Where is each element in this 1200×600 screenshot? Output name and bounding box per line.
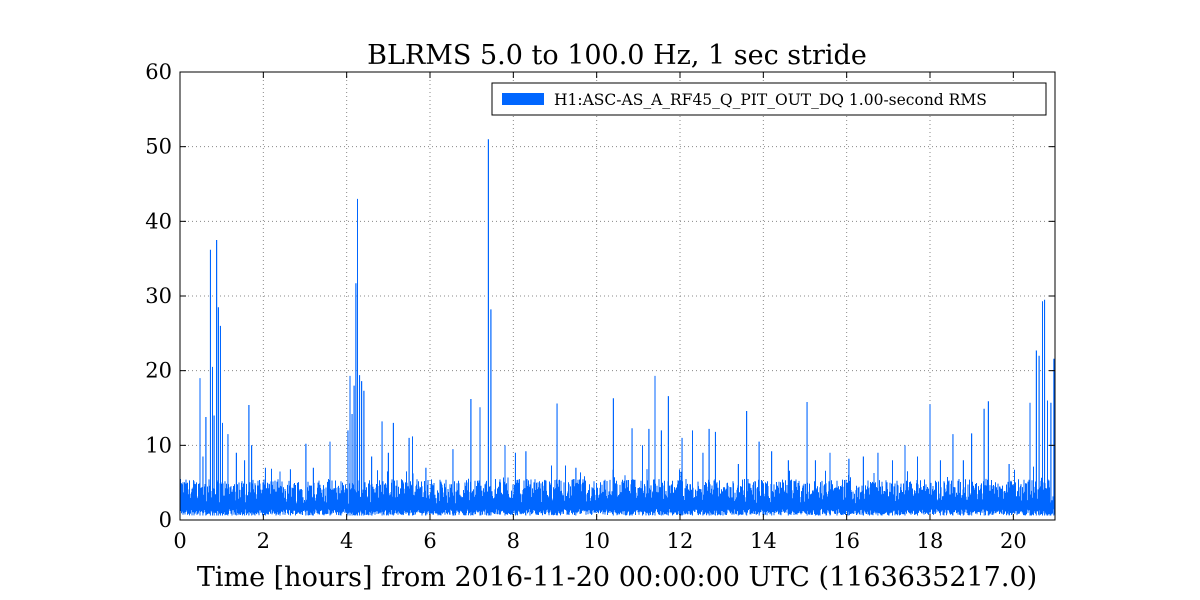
- x-tick-label: 6: [423, 529, 436, 553]
- x-tick-label: 16: [833, 529, 860, 553]
- x-tick-label: 18: [917, 529, 944, 553]
- grid: [180, 72, 1055, 520]
- legend: H1:ASC-AS_A_RF45_Q_PIT_OUT_DQ 1.00-secon…: [491, 82, 1047, 116]
- x-axis-label: Time [hours] from 2016-11-20 00:00:00 UT…: [197, 562, 1037, 593]
- y-tick-label: 20: [145, 359, 172, 383]
- y-tick-label: 60: [145, 60, 172, 84]
- x-tick-label: 14: [750, 529, 777, 553]
- x-tick-label: 8: [507, 529, 520, 553]
- y-tick-label: 10: [145, 433, 172, 457]
- y-tick-label: 40: [145, 209, 172, 233]
- x-tick-label: 0: [173, 529, 186, 553]
- legend-swatch: [502, 93, 544, 105]
- legend-box: [491, 82, 1047, 116]
- axes-frame: [179, 71, 1056, 521]
- x-tick-label: 4: [340, 529, 353, 553]
- tick-labels: 0 2 4 6 8 10 12 14 16 18 20 0 10 20 30 40 50 60: [145, 60, 1026, 553]
- x-tick-label: 20: [1000, 529, 1027, 553]
- x-tick-label: 2: [257, 529, 270, 553]
- series-line: [179, 139, 1056, 516]
- x-tick-label: 12: [667, 529, 694, 553]
- x-tick-label: 10: [583, 529, 610, 553]
- y-tick-label: 0: [159, 508, 172, 532]
- axes: [179, 71, 1056, 521]
- y-tick-label: 30: [145, 284, 172, 308]
- legend-label: H1:ASC-AS_A_RF45_Q_PIT_OUT_DQ 1.00-secon…: [554, 91, 987, 109]
- chart-title: BLRMS 5.0 to 100.0 Hz, 1 sec stride: [367, 40, 867, 71]
- y-tick-label: 50: [145, 135, 172, 159]
- plot-area: [179, 139, 1056, 516]
